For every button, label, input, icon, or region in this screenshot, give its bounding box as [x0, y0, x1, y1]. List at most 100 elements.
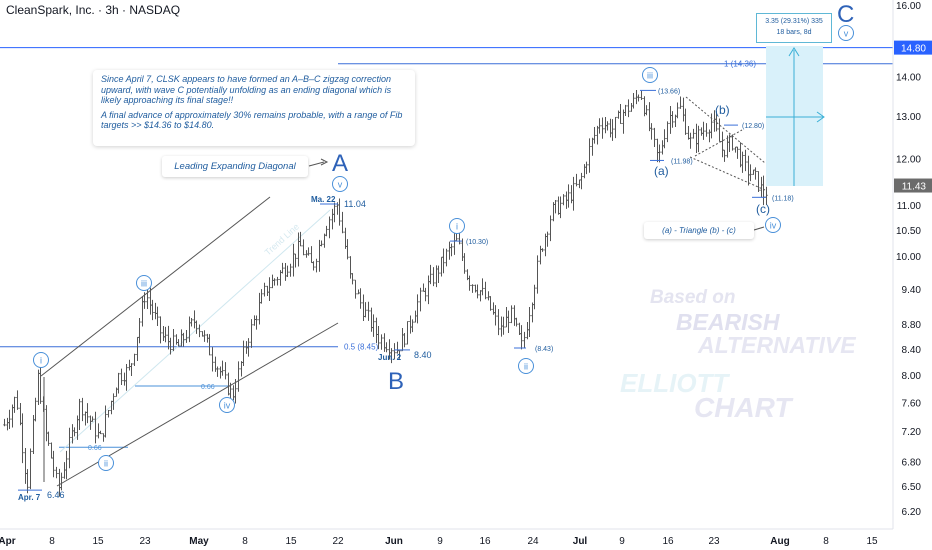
candle	[611, 119, 614, 141]
candle	[422, 283, 425, 292]
candle	[406, 321, 409, 345]
candle	[606, 121, 609, 131]
candle	[167, 325, 170, 350]
callout-pointer-2	[753, 226, 765, 231]
candle	[624, 104, 627, 116]
leading-diagonal-callout[interactable]: Leading Expanding Diagonal	[162, 156, 308, 177]
wave-circle-ring	[838, 25, 854, 41]
fib-label-1: 1 (14.36)	[724, 60, 756, 69]
candle	[622, 109, 625, 134]
candle	[162, 325, 165, 342]
candle	[710, 113, 713, 139]
candle	[117, 372, 120, 394]
triangle-callout[interactable]: (a) - Triangle (b) - (c)	[644, 222, 754, 239]
candle	[536, 255, 539, 294]
candle	[520, 325, 523, 350]
fib-label-05: 0.5 (8.45)	[344, 343, 379, 352]
candle	[232, 385, 235, 401]
wave-circle-ring	[449, 218, 465, 234]
candle	[575, 173, 578, 187]
wave-circle-ii: ii	[98, 455, 114, 471]
candle	[234, 379, 237, 404]
callout-pointer-1-head	[320, 158, 329, 166]
candle	[744, 149, 747, 172]
candle	[8, 409, 11, 429]
candle	[331, 208, 334, 230]
candle	[554, 200, 557, 214]
candle	[562, 194, 565, 206]
callout-pointer-1	[308, 161, 325, 167]
candle	[604, 116, 607, 134]
level-label-7: (12.80)	[742, 123, 764, 130]
analysis-note[interactable]: Since April 7, CLSK appears to have form…	[93, 70, 415, 146]
y-tick-5: 10.50	[896, 226, 921, 237]
fib-label-066a: 0.66	[88, 445, 102, 452]
wave-circle-ring	[518, 358, 534, 374]
candle	[188, 316, 191, 343]
candle	[614, 116, 617, 139]
candle	[349, 256, 352, 279]
current-price-tag	[894, 178, 932, 193]
candle	[86, 403, 89, 424]
candle	[84, 411, 87, 426]
candle	[578, 179, 581, 189]
level-label-3: (10.30)	[466, 239, 488, 246]
candle	[749, 164, 752, 182]
candle	[240, 361, 243, 377]
wave-sub-c: (c)	[756, 202, 770, 216]
wave-label-A: A	[332, 150, 348, 177]
chart-title: CleanSpark, Inc. · 3h · NASDAQ	[6, 3, 181, 17]
candle	[42, 396, 45, 412]
level-label-0: 11.04	[344, 199, 366, 209]
x-tick-12: Jul	[573, 536, 588, 547]
candle	[424, 287, 427, 302]
trend-line-label: Trend Line	[263, 221, 301, 257]
note-paragraph-1: Since April 7, CLSK appears to have form…	[101, 74, 392, 105]
candle	[302, 239, 305, 256]
candle	[549, 215, 552, 242]
candle	[351, 273, 354, 285]
candle	[177, 339, 180, 347]
candle	[463, 253, 466, 274]
candle	[630, 102, 633, 112]
candle	[627, 99, 630, 118]
level-label-4: (8.43)	[535, 346, 553, 353]
candle	[258, 292, 261, 325]
candle	[125, 364, 128, 391]
wave-circle-text: iii	[141, 279, 147, 289]
candle	[583, 164, 586, 179]
candle	[398, 350, 401, 359]
projection-arrow-up	[788, 47, 800, 57]
candle	[393, 343, 396, 360]
candle	[715, 111, 718, 132]
y-tick-12: 7.20	[902, 427, 922, 438]
candle	[104, 405, 107, 438]
trend-line	[59, 209, 331, 453]
candle	[3, 418, 6, 427]
candle	[307, 247, 310, 256]
candle	[700, 127, 703, 136]
candle	[585, 161, 588, 175]
wave-circle-text: iv	[224, 401, 231, 411]
candle	[367, 301, 370, 321]
y-tick-4: 11.00	[897, 201, 922, 212]
candle	[214, 356, 217, 372]
y-tick-14: 6.50	[902, 482, 922, 493]
wave-circle-i: i	[33, 352, 49, 368]
candle	[411, 319, 414, 333]
candle	[289, 263, 292, 277]
candle	[518, 322, 521, 335]
candle	[487, 291, 490, 301]
level-label-6: (11.98)	[671, 158, 693, 165]
candle	[671, 111, 674, 128]
candle	[182, 332, 185, 347]
candle	[37, 369, 40, 406]
candle	[224, 362, 227, 380]
candle	[60, 472, 63, 491]
y-tick-9: 8.40	[902, 345, 922, 356]
candle	[702, 121, 705, 140]
candle	[760, 176, 763, 198]
candle	[632, 92, 635, 109]
candle	[414, 310, 417, 323]
